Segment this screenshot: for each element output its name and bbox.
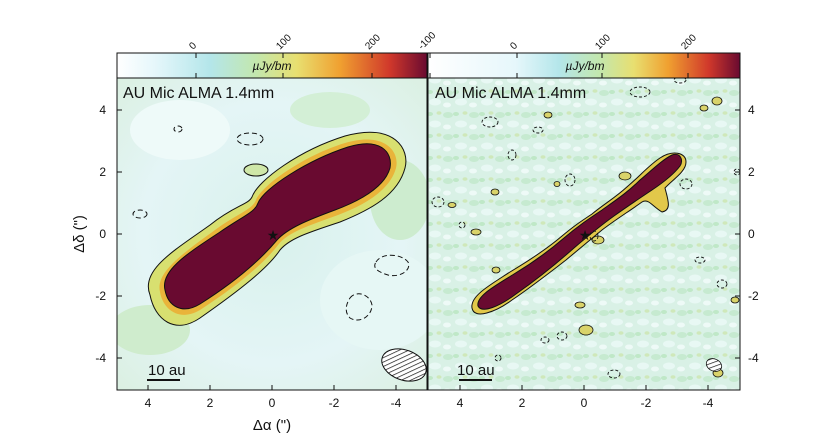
x-tick-label: -4	[703, 396, 714, 410]
scale-bar-label: 10 au	[457, 362, 495, 379]
y-axis-title: Δδ (")	[71, 215, 88, 253]
x-tick-label: 2	[207, 396, 214, 410]
disk-core-left	[164, 143, 391, 310]
y-tick-label: 2	[99, 165, 106, 179]
colorbar-ticks-left	[195, 53, 373, 78]
colorbar-ticks-right	[429, 53, 689, 78]
y-tick-label: -4	[95, 351, 106, 365]
x-tick-label: 0	[581, 396, 588, 410]
colorbar-left	[116, 52, 428, 79]
x-tick-label: -4	[391, 396, 402, 410]
y-tick-label: 0	[748, 227, 755, 241]
axis-ticks-left	[117, 109, 397, 390]
positive-contours-right	[447, 96, 740, 378]
colorbar-tick-label: 100	[593, 32, 613, 52]
star-icon: ★	[267, 228, 280, 244]
contour	[243, 163, 269, 177]
panel-title-left: AU Mic ALMA 1.4mm	[123, 85, 274, 102]
x-tick-label: -2	[641, 396, 652, 410]
disk-core-right	[477, 153, 683, 310]
colorbar-tick-label: 100	[274, 32, 294, 52]
x-axis-title: Δα (")	[253, 417, 291, 434]
x-tick-label: 4	[145, 396, 152, 410]
colorbar-tick-label: 0	[187, 40, 199, 52]
x-tick-label: 0	[269, 396, 276, 410]
x-tick-label: 2	[519, 396, 526, 410]
panel-right: µJy/bm -100 0 100 200	[416, 30, 759, 410]
scale-bar-left: 10 au	[147, 362, 186, 381]
axis-ticks-right	[459, 109, 740, 390]
beam-left	[381, 348, 427, 382]
x-tick-label: 4	[457, 396, 464, 410]
colorbar-tick-label: 200	[363, 32, 383, 52]
negative-contours-right	[431, 78, 740, 379]
y-tick-label: 4	[99, 103, 106, 117]
map-right	[428, 78, 740, 390]
beam-right	[705, 358, 723, 372]
x-tick-label: -2	[329, 396, 340, 410]
map-left	[117, 78, 427, 390]
scale-bar-label: 10 au	[148, 362, 186, 379]
y-tick-label: 4	[748, 103, 755, 117]
colorbar-unit-left: µJy/bm	[253, 59, 292, 73]
colorbar-tick-label: -100	[416, 30, 438, 52]
y-tick-label: -2	[748, 289, 759, 303]
negative-contours-left	[132, 125, 410, 321]
y-tick-label: 0	[99, 227, 106, 241]
scale-bar-right: 10 au	[457, 362, 495, 381]
star-icon: ★	[579, 228, 592, 244]
y-tick-label: -2	[95, 289, 106, 303]
panel-title-right: AU Mic ALMA 1.4mm	[435, 85, 586, 102]
colorbar-tick-label: 0	[508, 40, 520, 52]
y-tick-label: -4	[748, 351, 759, 365]
colorbar-unit-right: µJy/bm	[566, 59, 605, 73]
panel-left: µJy/bm 0 100 200	[71, 32, 428, 434]
colorbar-tick-label: 200	[679, 32, 699, 52]
y-tick-label: 2	[748, 165, 755, 179]
